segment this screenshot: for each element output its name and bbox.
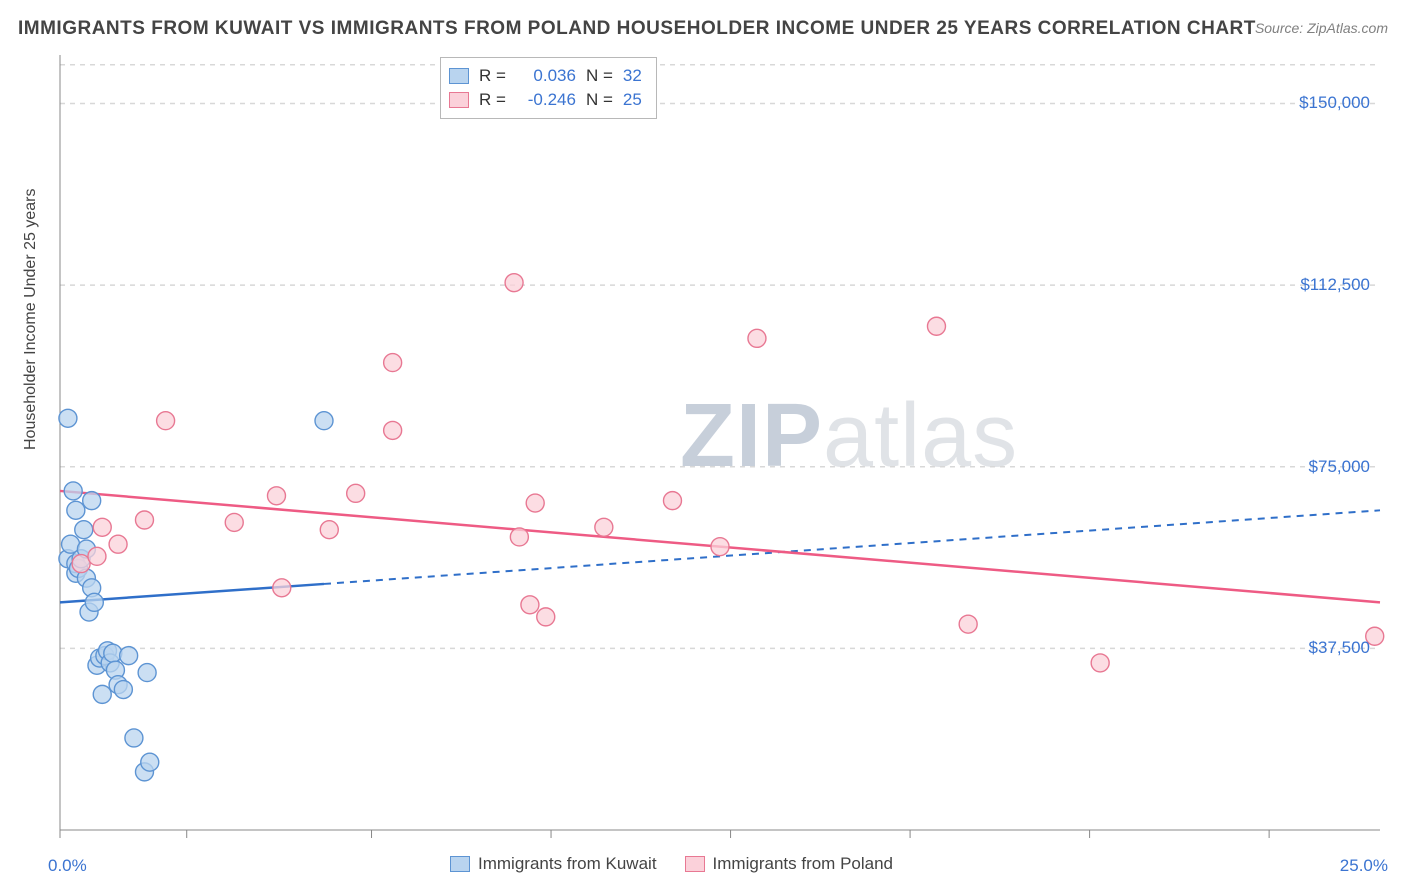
data-point bbox=[104, 644, 122, 662]
data-point bbox=[75, 521, 93, 539]
y-tick-label: $75,000 bbox=[1309, 457, 1370, 477]
legend-label-kuwait: Immigrants from Kuwait bbox=[478, 854, 657, 874]
y-axis-label: Householder Income Under 25 years bbox=[22, 189, 40, 450]
data-point bbox=[711, 538, 729, 556]
data-point bbox=[225, 513, 243, 531]
chart-title: IMMIGRANTS FROM KUWAIT VS IMMIGRANTS FRO… bbox=[18, 18, 1256, 40]
data-point bbox=[927, 317, 945, 335]
data-point bbox=[93, 685, 111, 703]
data-point bbox=[663, 492, 681, 510]
legend-item-poland: Immigrants from Poland bbox=[685, 854, 893, 874]
data-point bbox=[114, 681, 132, 699]
data-point bbox=[384, 354, 402, 372]
stats-row-kuwait: R = 0.036 N = 32 bbox=[449, 64, 642, 88]
data-point bbox=[595, 518, 613, 536]
y-tick-label: $37,500 bbox=[1309, 638, 1370, 658]
stats-n-poland: 25 bbox=[623, 90, 642, 110]
stats-row-poland: R = -0.246 N = 25 bbox=[449, 88, 642, 112]
data-point bbox=[267, 487, 285, 505]
swatch-kuwait bbox=[449, 68, 469, 84]
data-point bbox=[135, 511, 153, 529]
data-point bbox=[157, 412, 175, 430]
y-tick-label: $150,000 bbox=[1299, 93, 1370, 113]
legend: Immigrants from Kuwait Immigrants from P… bbox=[450, 854, 893, 874]
source-credit: Source: ZipAtlas.com bbox=[1255, 20, 1388, 36]
data-point bbox=[748, 329, 766, 347]
data-point bbox=[88, 547, 106, 565]
data-point bbox=[59, 409, 77, 427]
data-point bbox=[959, 615, 977, 633]
data-point bbox=[67, 501, 85, 519]
data-point bbox=[120, 647, 138, 665]
data-point bbox=[510, 528, 528, 546]
stats-n-label: N = bbox=[586, 66, 613, 86]
data-point bbox=[537, 608, 555, 626]
legend-swatch-kuwait bbox=[450, 856, 470, 872]
plot-svg bbox=[60, 55, 1380, 830]
data-point bbox=[85, 593, 103, 611]
data-point bbox=[505, 274, 523, 292]
data-point bbox=[315, 412, 333, 430]
data-point bbox=[1091, 654, 1109, 672]
x-axis-min-label: 0.0% bbox=[48, 856, 87, 876]
data-point bbox=[384, 421, 402, 439]
stats-n-label: N = bbox=[586, 90, 613, 110]
data-point bbox=[109, 535, 127, 553]
data-point bbox=[83, 492, 101, 510]
stats-r-label: R = bbox=[479, 90, 506, 110]
swatch-poland bbox=[449, 92, 469, 108]
stats-r-label: R = bbox=[479, 66, 506, 86]
data-point bbox=[64, 482, 82, 500]
stats-box: R = 0.036 N = 32 R = -0.246 N = 25 bbox=[440, 57, 657, 119]
data-point bbox=[141, 753, 159, 771]
legend-item-kuwait: Immigrants from Kuwait bbox=[450, 854, 657, 874]
y-tick-label: $112,500 bbox=[1300, 275, 1370, 295]
data-point bbox=[138, 664, 156, 682]
legend-swatch-poland bbox=[685, 856, 705, 872]
data-point bbox=[526, 494, 544, 512]
data-point bbox=[93, 518, 111, 536]
data-point bbox=[320, 521, 338, 539]
data-point bbox=[521, 596, 539, 614]
data-point bbox=[273, 579, 291, 597]
stats-r-poland: -0.246 bbox=[516, 90, 576, 110]
data-point bbox=[125, 729, 143, 747]
stats-n-kuwait: 32 bbox=[623, 66, 642, 86]
stats-r-kuwait: 0.036 bbox=[516, 66, 576, 86]
legend-label-poland: Immigrants from Poland bbox=[713, 854, 893, 874]
data-point bbox=[347, 484, 365, 502]
chart-area: ZIPatlas R = 0.036 N = 32 R = -0.246 N =… bbox=[60, 55, 1380, 830]
x-axis-max-label: 25.0% bbox=[1340, 856, 1388, 876]
